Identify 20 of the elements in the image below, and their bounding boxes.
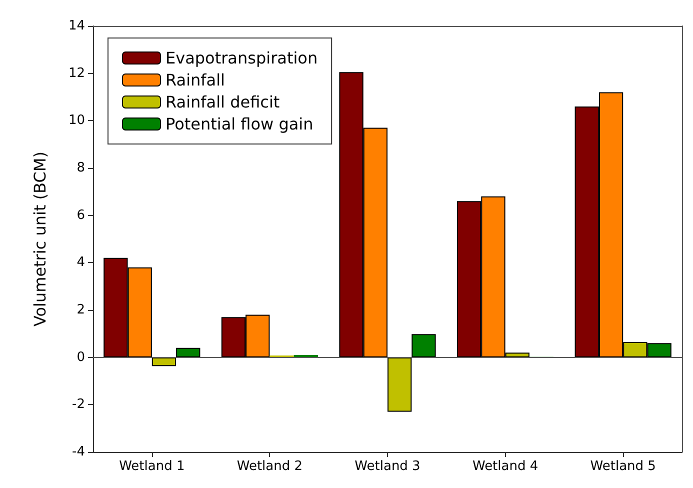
y-tick-label: 14 — [68, 18, 85, 34]
x-tick-label: Wetland 5 — [590, 459, 656, 474]
legend-label: Rainfall — [166, 70, 225, 90]
y-tick-label: 2 — [76, 302, 85, 318]
legend-label: Potential flow gain — [166, 114, 314, 134]
y-tick-label: 8 — [76, 160, 85, 176]
y-axis-title: Volumetric unit (BCM) — [30, 152, 50, 326]
legend-label: Evapotranspiration — [166, 48, 318, 68]
y-tick-label: 6 — [76, 208, 85, 223]
legend-label: Rainfall deficit — [166, 92, 280, 112]
x-tick-label: Wetland 2 — [236, 459, 303, 474]
y-tick-label: -2 — [72, 397, 85, 412]
y-tick-label: 12 — [68, 66, 85, 81]
y-tick-label: 0 — [76, 350, 85, 365]
x-tick-label: Wetland 3 — [354, 459, 420, 474]
x-tick-label: Wetland 1 — [119, 459, 185, 474]
y-tick-label: 10 — [68, 113, 85, 128]
x-tick-label: Wetland 4 — [472, 459, 538, 474]
y-tick-label: 4 — [76, 255, 85, 270]
y-tick-label: -4 — [72, 444, 85, 460]
